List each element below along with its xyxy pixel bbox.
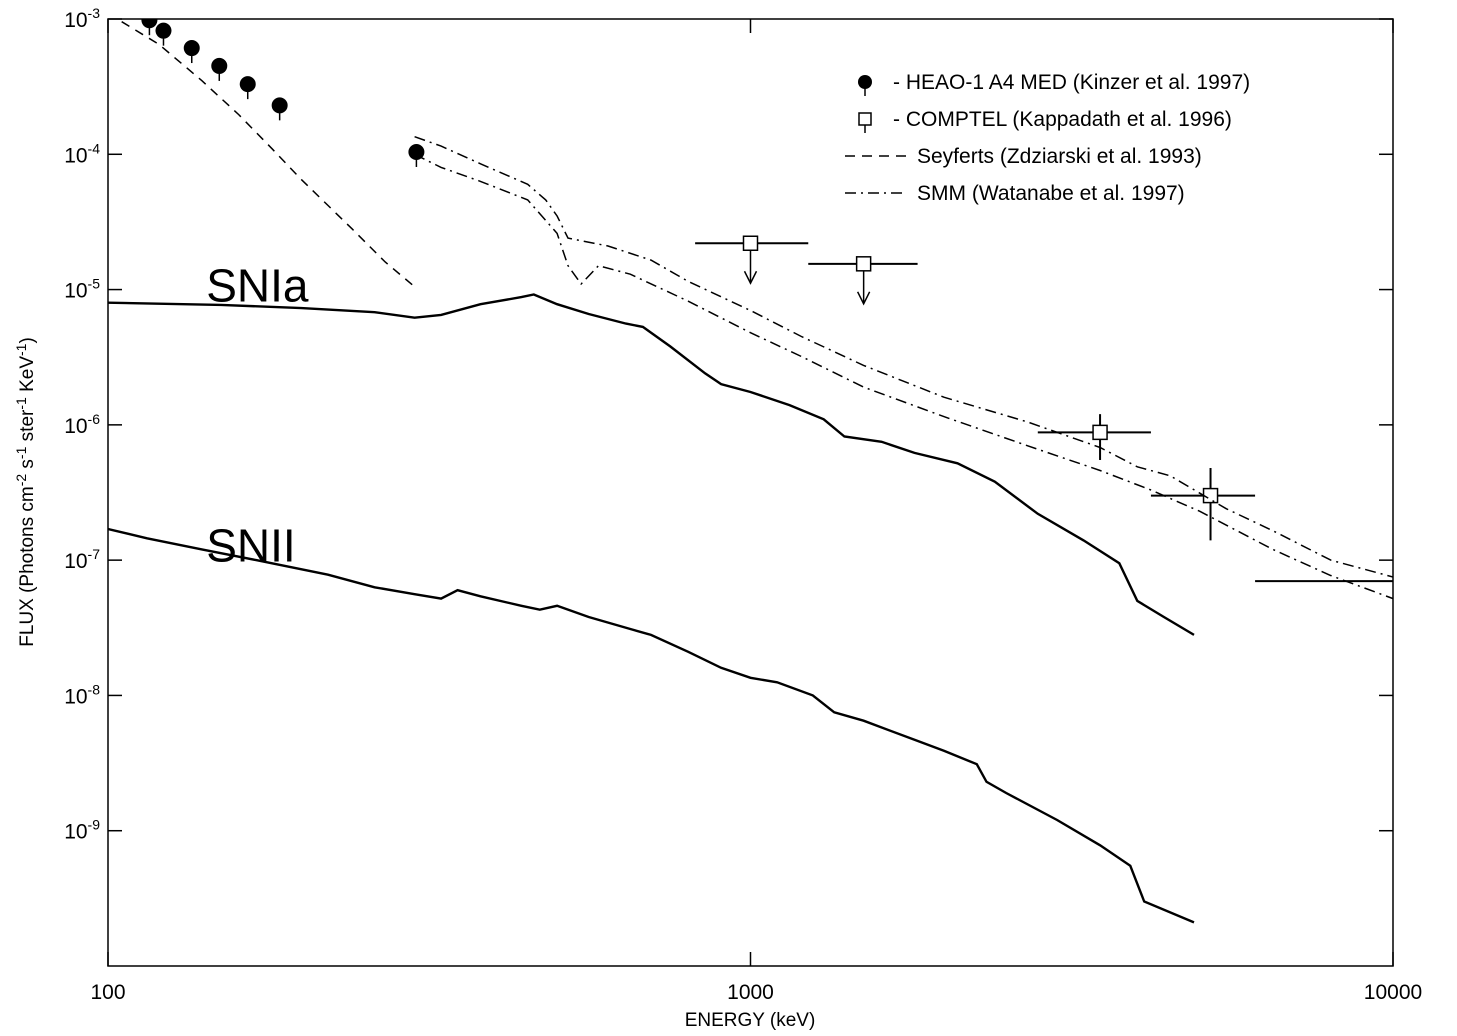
legend-marker-0 xyxy=(858,75,872,89)
y-axis-title: FLUX (Photons cm-2 s-1 ster-1 KeV-1) xyxy=(13,337,38,647)
legend-item-1: - COMPTEL (Kappadath et al. 1996) xyxy=(858,108,1232,133)
legend-label-0: - HEAO-1 A4 MED (Kinzer et al. 1997) xyxy=(893,71,1250,94)
y-tick-label-3: 10-6 xyxy=(64,411,100,438)
y-tick-label-exp-0: -3 xyxy=(88,5,101,21)
y-tick-label-exp-2: -5 xyxy=(88,276,101,292)
y-axis-title-mid-2: ster xyxy=(17,409,38,447)
y-tick-label-0: 10-3 xyxy=(64,5,100,32)
y-tick-label-exp-6: -9 xyxy=(88,817,101,833)
y-tick-label-exp-3: -6 xyxy=(88,411,101,427)
y-axis-title-sup-3: -1 xyxy=(13,397,29,410)
legend-label-1: - COMPTEL (Kappadath et al. 1996) xyxy=(893,108,1232,131)
y-tick-label-6: 10-9 xyxy=(64,817,100,844)
series-0-point-6 xyxy=(408,143,425,160)
series-3-line-dashdot xyxy=(414,135,1393,578)
series-0-point-5 xyxy=(271,97,288,114)
y-tick-label-base-1: 10 xyxy=(64,144,87,167)
y-tick-label-exp-4: -7 xyxy=(88,546,101,562)
axis-tick-labels: 100 1000 1000010-310-410-510-610-710-810-9… xyxy=(64,5,1422,1004)
y-axis-title-sup-1: -2 xyxy=(13,474,29,487)
series-0-point-1 xyxy=(155,22,172,39)
y-axis-title-mid-3: KeV xyxy=(17,356,38,398)
series-1-limit-arrow-0 xyxy=(743,270,758,285)
series-0-point-3 xyxy=(211,57,228,74)
series-5-line-solid xyxy=(108,293,1195,636)
x-axis-title: ENERGY (keV) xyxy=(685,1010,816,1031)
y-axis-title-mid-1: s xyxy=(17,459,38,474)
y-tick-label-base-3: 10 xyxy=(64,415,87,438)
axis-ticks xyxy=(107,18,1394,966)
legend-item-3: SMM (Watanabe et al. 1997) xyxy=(845,182,1185,205)
legend-marker-1 xyxy=(858,112,872,126)
y-axis-title-sup-4: -1 xyxy=(13,343,29,356)
y-tick-label-4: 10-7 xyxy=(64,546,100,573)
y-axis-title-suffix: ) xyxy=(17,337,38,343)
legend-item-0: - HEAO-1 A4 MED (Kinzer et al. 1997) xyxy=(858,71,1250,96)
y-tick-label-base-5: 10 xyxy=(64,685,87,708)
legend: - HEAO-1 A4 MED (Kinzer et al. 1997) - CO… xyxy=(845,71,1250,205)
x-tick-label-1: 1000 xyxy=(727,981,774,1004)
series-1-point-1 xyxy=(855,256,872,272)
curve-label-0: SNIa xyxy=(206,260,309,312)
y-tick-label-exp-5: -8 xyxy=(88,681,101,697)
series-6-line-solid xyxy=(108,527,1195,924)
y-tick-label-1: 10-4 xyxy=(64,140,100,167)
series-0-point-0 xyxy=(141,19,158,29)
x-tick-label-2: 10000 xyxy=(1364,981,1422,1004)
y-tick-label-base-6: 10 xyxy=(64,821,87,844)
legend-label-2: Seyferts (Zdziarski et al. 1993) xyxy=(917,145,1202,168)
series-2-line-dashed xyxy=(115,19,416,288)
y-tick-label-base-0: 10 xyxy=(64,9,87,32)
y-tick-label-base-4: 10 xyxy=(64,550,87,573)
y-tick-label-base-2: 10 xyxy=(64,280,87,303)
legend-label-3: SMM (Watanabe et al. 1997) xyxy=(917,182,1185,205)
y-tick-label-5: 10-8 xyxy=(64,681,100,708)
legend-item-2: Seyferts (Zdziarski et al. 1993) xyxy=(845,145,1202,168)
curve-label-1: SNII xyxy=(206,519,295,571)
series-1-limit-arrow-1 xyxy=(856,291,871,306)
series-layer xyxy=(108,19,1393,924)
series-1-point-2 xyxy=(1092,424,1108,441)
series-1-point-0 xyxy=(742,235,759,251)
y-axis-title-prefix: FLUX (Photons cm xyxy=(17,486,38,647)
series-1-point-3 xyxy=(1202,487,1219,504)
series-0-point-4 xyxy=(239,76,256,93)
y-tick-label-2: 10-5 xyxy=(64,276,100,303)
y-tick-label-exp-1: -4 xyxy=(88,140,101,156)
x-tick-label-0: 100 xyxy=(90,981,125,1004)
y-axis-title-sup-2: -1 xyxy=(13,446,29,459)
series-0-point-2 xyxy=(183,40,200,57)
